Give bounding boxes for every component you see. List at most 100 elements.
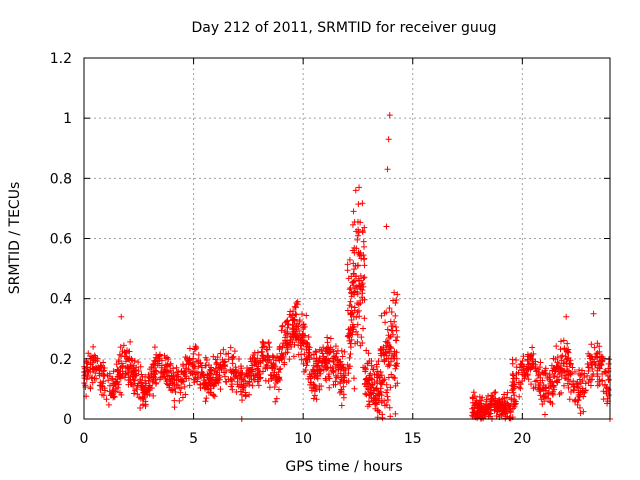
data-point: [360, 325, 367, 332]
data-point: [387, 344, 394, 351]
data-point: [508, 395, 515, 402]
data-point: [392, 410, 399, 417]
data-point: [127, 338, 134, 345]
data-point: [120, 362, 127, 369]
data-point: [195, 370, 202, 377]
data-point: [144, 392, 151, 399]
data-point: [335, 366, 342, 373]
data-point: [299, 311, 306, 318]
data-point: [547, 399, 554, 406]
data-point: [359, 280, 366, 287]
data-point: [579, 367, 586, 374]
data-point: [306, 373, 313, 380]
data-point: [140, 390, 147, 397]
data-point: [230, 353, 237, 360]
data-point: [313, 396, 320, 403]
data-point: [325, 371, 332, 378]
data-point: [470, 389, 477, 396]
data-point: [370, 366, 377, 373]
data-point: [592, 362, 599, 369]
data-point: [148, 385, 155, 392]
data-point: [126, 348, 133, 355]
data-point: [533, 368, 540, 375]
data-point: [354, 331, 361, 338]
data-point: [293, 300, 300, 307]
data-point: [351, 304, 358, 311]
data-point: [242, 393, 249, 400]
data-point: [275, 375, 282, 382]
data-point: [227, 376, 234, 383]
data-point: [388, 309, 395, 316]
data-point: [387, 358, 394, 365]
data-point: [191, 376, 198, 383]
data-point: [313, 362, 320, 369]
data-point: [366, 357, 373, 364]
data-point: [90, 366, 97, 373]
data-point: [231, 348, 238, 355]
data-point: [354, 288, 361, 295]
y-axis-label: SRMTID / TECUs: [7, 182, 23, 295]
data-point: [134, 382, 141, 389]
data-point: [276, 366, 283, 373]
data-point: [284, 340, 291, 347]
data-point: [104, 372, 111, 379]
data-point: [100, 371, 107, 378]
data-point: [182, 391, 189, 398]
data-point: [350, 260, 357, 267]
data-point: [292, 334, 299, 341]
y-tick-label: 0.8: [50, 171, 72, 187]
data-point: [537, 386, 544, 393]
data-point: [289, 332, 296, 339]
data-point: [394, 291, 401, 298]
data-point: [381, 356, 388, 363]
data-point: [389, 322, 396, 329]
data-point: [385, 332, 392, 339]
data-point: [111, 393, 118, 400]
data-point: [338, 402, 345, 409]
data-point: [536, 385, 543, 392]
data-point: [312, 348, 319, 355]
data-point: [585, 350, 592, 357]
data-point: [337, 380, 344, 387]
data-point: [107, 392, 114, 399]
data-point: [337, 370, 344, 377]
data-point: [392, 323, 399, 330]
data-point: [153, 379, 160, 386]
data-point: [499, 408, 506, 415]
data-point: [134, 391, 141, 398]
data-point: [213, 361, 220, 368]
data-point: [341, 348, 348, 355]
data-point: [292, 310, 299, 317]
data-point: [591, 344, 598, 351]
data-point: [162, 367, 169, 374]
data-point: [330, 367, 337, 374]
data-point: [360, 243, 367, 250]
data-point: [375, 358, 382, 365]
data-point: [116, 351, 123, 358]
data-point: [197, 385, 204, 392]
data-point: [378, 372, 385, 379]
data-point: [363, 391, 370, 398]
data-point: [216, 376, 223, 383]
data-point: [186, 382, 193, 389]
data-point: [383, 309, 390, 316]
data-point: [267, 371, 274, 378]
data-point: [506, 414, 513, 421]
data-point: [363, 383, 370, 390]
data-point: [361, 364, 368, 371]
data-point: [329, 346, 336, 353]
data-point: [303, 362, 310, 369]
data-point: [510, 389, 517, 396]
y-tick-label: 0.6: [50, 232, 72, 248]
data-point: [233, 388, 240, 395]
data-point: [533, 377, 540, 384]
data-point: [587, 382, 594, 389]
data-point: [358, 334, 365, 341]
data-point: [97, 362, 104, 369]
data-point: [344, 307, 351, 314]
data-point: [511, 403, 518, 410]
data-point: [357, 250, 364, 257]
data-point: [120, 342, 127, 349]
data-point: [88, 353, 95, 360]
data-point: [394, 334, 401, 341]
